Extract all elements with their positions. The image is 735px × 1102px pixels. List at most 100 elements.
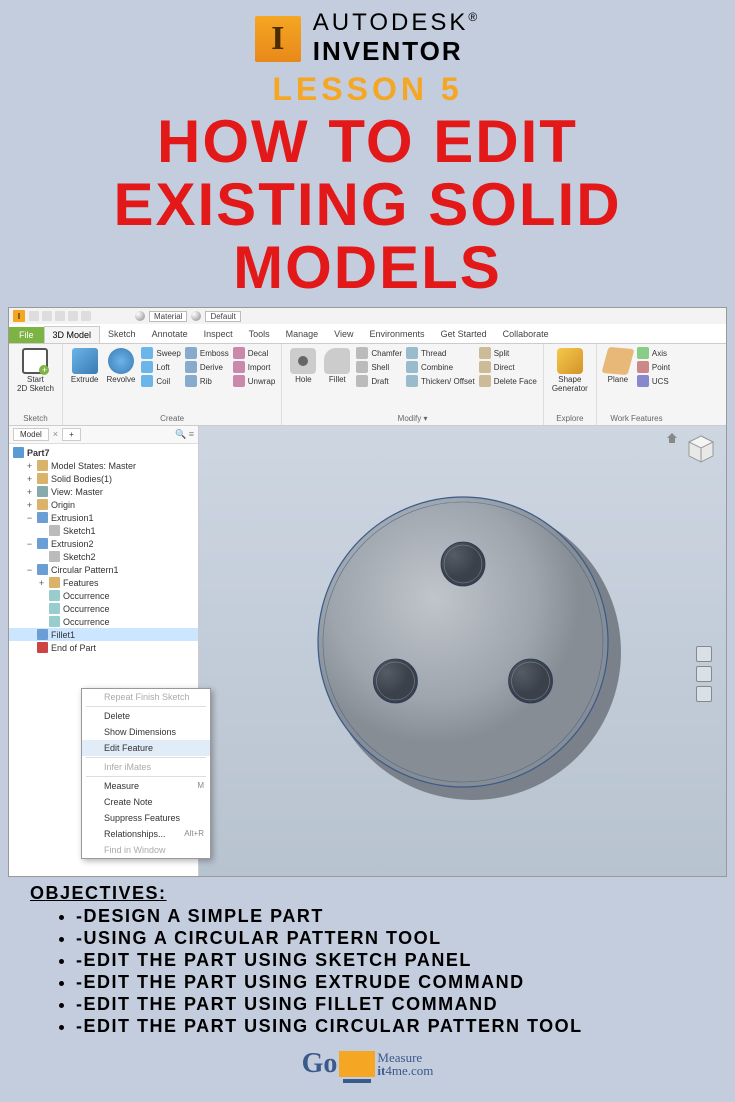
unwrap-button[interactable]: Unwrap <box>233 374 276 388</box>
lesson-number: LESSON 5 <box>0 71 735 108</box>
combine-button[interactable]: Combine <box>406 360 475 374</box>
fillet-button[interactable]: Fillet <box>322 346 352 387</box>
qat-undo-icon[interactable] <box>55 311 65 321</box>
tab-3d-model[interactable]: 3D Model <box>44 326 101 343</box>
tree-item[interactable]: Occurrence <box>9 615 198 628</box>
context-menu-item[interactable]: Edit Feature <box>82 740 210 756</box>
objective-item: -EDIT THE PART USING EXTRUDE COMMAND <box>76 972 705 993</box>
model-tab[interactable]: Model <box>13 428 49 441</box>
split-button[interactable]: Split <box>479 346 537 360</box>
qat-save-icon[interactable] <box>42 311 52 321</box>
import-button[interactable]: Import <box>233 360 276 374</box>
tab-sketch[interactable]: Sketch <box>100 326 144 343</box>
tree-item[interactable]: −Extrusion1 <box>9 511 198 524</box>
title-bar: I Material Default <box>9 308 726 324</box>
tree-item[interactable]: +Model States: Master <box>9 459 198 472</box>
appearance-sphere-icon <box>191 311 201 321</box>
context-menu-item[interactable]: Show Dimensions <box>82 724 210 740</box>
ucs-button[interactable]: UCS <box>637 374 670 388</box>
objective-item: -DESIGN A SIMPLE PART <box>76 906 705 927</box>
rib-button[interactable]: Rib <box>185 374 229 388</box>
material-sphere-icon <box>135 311 145 321</box>
loft-button[interactable]: Loft <box>141 360 180 374</box>
derive-button[interactable]: Derive <box>185 360 229 374</box>
appearance-dropdown[interactable]: Default <box>205 311 240 322</box>
tab-tools[interactable]: Tools <box>241 326 278 343</box>
start-2d-sketch-button[interactable]: + Start 2D Sketch <box>15 346 56 396</box>
tab-manage[interactable]: Manage <box>278 326 327 343</box>
ribbon-group-sketch: + Start 2D Sketch Sketch <box>9 344 63 425</box>
revolve-button[interactable]: Revolve <box>104 346 137 387</box>
qat-redo-icon[interactable] <box>68 311 78 321</box>
tree-item[interactable]: Occurrence <box>9 602 198 615</box>
tree-item[interactable]: Fillet1 <box>9 628 198 641</box>
footer-go: Go <box>302 1048 338 1080</box>
3d-part-disc[interactable] <box>293 472 633 812</box>
file-tab[interactable]: File <box>9 327 44 343</box>
inventor-label: INVENTOR <box>313 36 480 67</box>
brand-text: AUTODESK® INVENTOR <box>313 10 480 67</box>
nav-pan-icon[interactable] <box>696 646 712 662</box>
add-tab[interactable]: + <box>62 428 81 441</box>
qat-select-icon[interactable] <box>81 311 91 321</box>
draft-button[interactable]: Draft <box>356 374 402 388</box>
feature-tree[interactable]: Part7 +Model States: Master+Solid Bodies… <box>9 444 198 656</box>
context-menu-item[interactable]: Delete <box>82 708 210 724</box>
extrude-button[interactable]: Extrude <box>69 346 101 387</box>
delete-face-button[interactable]: Delete Face <box>479 374 537 388</box>
quick-access-toolbar[interactable] <box>29 311 91 321</box>
context-menu-item[interactable]: MeasureM <box>82 778 210 794</box>
hole-button[interactable]: Hole <box>288 346 318 387</box>
sweep-button[interactable]: Sweep <box>141 346 180 360</box>
ribbon-group-create: Extrude Revolve Sweep Loft Coil Emboss D… <box>63 344 282 425</box>
tree-item[interactable]: Occurrence <box>9 589 198 602</box>
tree-item[interactable]: +Features <box>9 576 198 589</box>
direct-button[interactable]: Direct <box>479 360 537 374</box>
context-menu-item[interactable]: Suppress Features <box>82 810 210 826</box>
tab-environments[interactable]: Environments <box>362 326 433 343</box>
tree-item[interactable]: End of Part <box>9 641 198 654</box>
tab-collaborate[interactable]: Collaborate <box>495 326 557 343</box>
view-cube[interactable] <box>686 434 716 464</box>
coil-button[interactable]: Coil <box>141 374 180 388</box>
app-icon[interactable]: I <box>13 310 25 322</box>
context-menu-item[interactable]: Relationships...Alt+R <box>82 826 210 842</box>
footer-rest: Measure it4me.com <box>377 1051 433 1077</box>
context-menu-item[interactable]: Create Note <box>82 794 210 810</box>
navigation-bar[interactable] <box>696 646 714 706</box>
nav-orbit-icon[interactable] <box>696 686 712 702</box>
tree-item[interactable]: Sketch2 <box>9 550 198 563</box>
3d-viewport[interactable] <box>199 426 726 876</box>
tree-item[interactable]: Sketch1 <box>9 524 198 537</box>
home-view-icon[interactable] <box>666 432 678 444</box>
tree-item[interactable]: +Solid Bodies(1) <box>9 472 198 485</box>
qat-open-icon[interactable] <box>29 311 39 321</box>
browser-search-icon[interactable]: 🔍 ≡ <box>175 429 194 440</box>
ribbon-tabs: File 3D ModelSketchAnnotateInspectToolsM… <box>9 324 726 344</box>
model-browser-header: Model × + 🔍 ≡ <box>9 426 198 444</box>
decal-button[interactable]: Decal <box>233 346 276 360</box>
context-menu[interactable]: Repeat Finish SketchDeleteShow Dimension… <box>81 688 211 859</box>
chamfer-button[interactable]: Chamfer <box>356 346 402 360</box>
point-button[interactable]: Point <box>637 360 670 374</box>
shell-button[interactable]: Shell <box>356 360 402 374</box>
tab-get-started[interactable]: Get Started <box>433 326 495 343</box>
thread-button[interactable]: Thread <box>406 346 475 360</box>
tab-inspect[interactable]: Inspect <box>196 326 241 343</box>
tab-annotate[interactable]: Annotate <box>144 326 196 343</box>
nav-zoom-icon[interactable] <box>696 666 712 682</box>
tree-item[interactable]: +Origin <box>9 498 198 511</box>
plane-button[interactable]: Plane <box>603 346 633 387</box>
tree-root[interactable]: Part7 <box>9 446 198 459</box>
ribbon: + Start 2D Sketch Sketch Extrude Revolve… <box>9 344 726 426</box>
tree-item[interactable]: −Extrusion2 <box>9 537 198 550</box>
shape-generator-button[interactable]: Shape Generator <box>550 346 590 396</box>
thicken-button[interactable]: Thicken/ Offset <box>406 374 475 388</box>
material-selector[interactable]: Material Default <box>135 311 241 322</box>
tree-item[interactable]: +View: Master <box>9 485 198 498</box>
axis-button[interactable]: Axis <box>637 346 670 360</box>
tab-view[interactable]: View <box>326 326 361 343</box>
material-dropdown[interactable]: Material <box>149 311 187 322</box>
emboss-button[interactable]: Emboss <box>185 346 229 360</box>
tree-item[interactable]: −Circular Pattern1 <box>9 563 198 576</box>
